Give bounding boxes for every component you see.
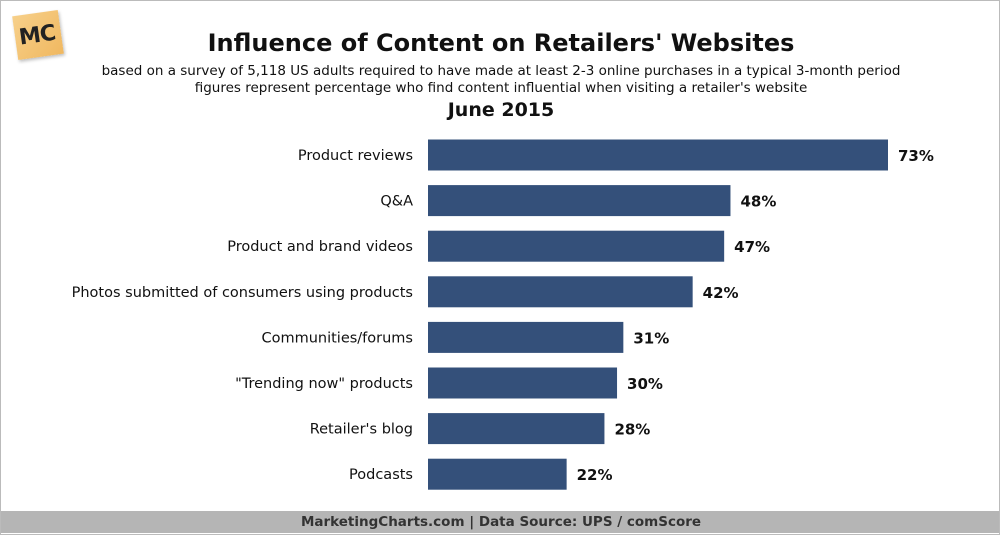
bar: [428, 185, 731, 217]
subtitle-1: based on a survey of 5,118 US adults req…: [101, 63, 901, 79]
category-label: Product reviews: [298, 148, 413, 164]
bar: [428, 139, 888, 171]
chart-date: June 2015: [447, 99, 555, 121]
category-label: Q&A: [380, 194, 413, 210]
data-label: 31%: [633, 329, 669, 347]
bar: [428, 321, 624, 353]
subtitle-2: figures represent percentage who find co…: [194, 80, 808, 96]
bar: [428, 413, 605, 445]
data-label: 42%: [703, 284, 739, 302]
footer-source: MarketingCharts.com | Data Source: UPS /…: [1, 511, 999, 533]
bar: [428, 276, 693, 308]
data-label: 48%: [740, 193, 776, 211]
data-label: 30%: [627, 375, 663, 393]
data-label: 28%: [614, 421, 650, 439]
category-label: Product and brand videos: [227, 239, 413, 255]
category-label: Photos submitted of consumers using prod…: [72, 285, 413, 301]
category-label: Retailer's blog: [310, 422, 413, 438]
bar-chart: Product reviews 73% Q&A 48% Product and bran…: [72, 139, 934, 490]
data-label: 22%: [577, 466, 613, 484]
bar: [428, 458, 567, 490]
category-label: "Trending now" products: [235, 376, 413, 392]
bar: [428, 367, 618, 399]
data-label: 47%: [734, 238, 770, 256]
category-label: Podcasts: [349, 467, 413, 483]
bar: [428, 230, 725, 262]
category-label: Communities/forums: [261, 330, 413, 346]
data-label: 73%: [898, 147, 934, 165]
chart-title: Influence of Content on Retailers' Websi…: [207, 29, 795, 57]
